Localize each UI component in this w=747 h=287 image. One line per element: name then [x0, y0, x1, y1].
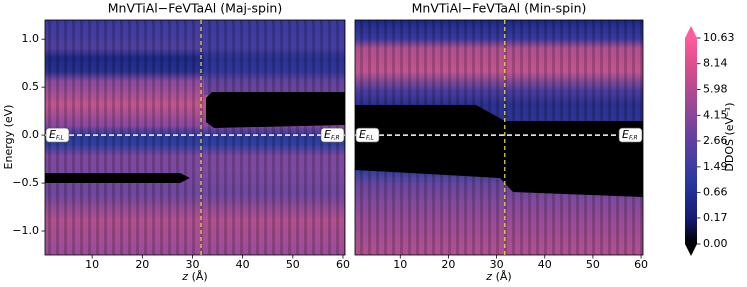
colorbar-tick-label: 10.63 — [703, 31, 735, 44]
x-tick-label: 60 — [634, 258, 648, 271]
colorbar-extend-top — [685, 26, 697, 38]
annotation: EF,R — [622, 128, 638, 141]
text-part: (Å) — [496, 270, 512, 283]
colorbar-tick-label: 0.00 — [703, 237, 728, 250]
text-part: F,L — [56, 134, 64, 141]
panel-title: MnVTiAl−FeVTaAl (Min-spin) — [412, 1, 587, 16]
y-axis-label: Energy (eV) — [2, 105, 15, 170]
annotation-box — [320, 127, 345, 143]
colorbar-tick-label: 2.66 — [703, 134, 728, 147]
x-axis-label: z (Å) — [181, 270, 207, 283]
x-tick-label: 60 — [336, 258, 350, 271]
y-tick-label: −1.0 — [12, 224, 39, 237]
colorbar-tick-label: 4.15 — [703, 108, 728, 121]
text-part: E — [622, 128, 629, 141]
text-part: F,L — [366, 134, 374, 141]
colorbar-label: DDOS (eV⁻¹) — [723, 102, 736, 171]
annotation: EF,L — [49, 128, 64, 141]
colorbar-tick-label: 8.14 — [703, 57, 728, 70]
annotation-box — [355, 127, 380, 143]
heatmap-image — [45, 20, 643, 255]
x-tick-label: 40 — [538, 258, 552, 271]
x-tick-label: 50 — [286, 258, 300, 271]
annotation-box — [618, 127, 643, 143]
colorbar-extend-bottom — [685, 244, 697, 256]
x-tick-label: 30 — [490, 258, 504, 271]
text-part: E — [324, 128, 331, 141]
y-tick-label: 0.5 — [22, 80, 40, 93]
x-tick-label: 10 — [85, 258, 99, 271]
colorbar-tick-label: 0.17 — [703, 211, 728, 224]
text-part: E — [49, 128, 56, 141]
colorbar-tick-label: 1.49 — [703, 160, 728, 173]
x-tick-label: 20 — [441, 258, 455, 271]
plot-frame — [44, 19, 346, 256]
x-tick-label: 20 — [135, 258, 149, 271]
colorbar-tick-label: 5.98 — [703, 82, 728, 95]
x-tick-label: 30 — [185, 258, 199, 271]
plot-frame — [354, 19, 644, 256]
text-part: z — [485, 270, 492, 283]
text-part: z — [181, 270, 188, 283]
y-tick-label: −0.5 — [12, 176, 39, 189]
text-part: (Å) — [192, 270, 208, 283]
text-part: E — [359, 128, 366, 141]
x-axis-label: z (Å) — [485, 270, 511, 283]
annotation: EF,L — [359, 128, 374, 141]
panel-title: MnVTiAl−FeVTaAl (Maj-spin) — [108, 1, 282, 16]
text-part: F,R — [331, 134, 340, 141]
annotation-box — [45, 127, 70, 143]
y-tick-label: 0.0 — [22, 128, 40, 141]
colorbar-tick-label: 0.66 — [703, 186, 728, 199]
x-tick-label: 10 — [393, 258, 407, 271]
annotation: EF,R — [324, 128, 340, 141]
text-part: F,R — [629, 134, 638, 141]
x-tick-label: 50 — [586, 258, 600, 271]
x-tick-label: 40 — [236, 258, 250, 271]
colorbar — [685, 38, 697, 244]
y-tick-label: 1.0 — [22, 32, 40, 45]
